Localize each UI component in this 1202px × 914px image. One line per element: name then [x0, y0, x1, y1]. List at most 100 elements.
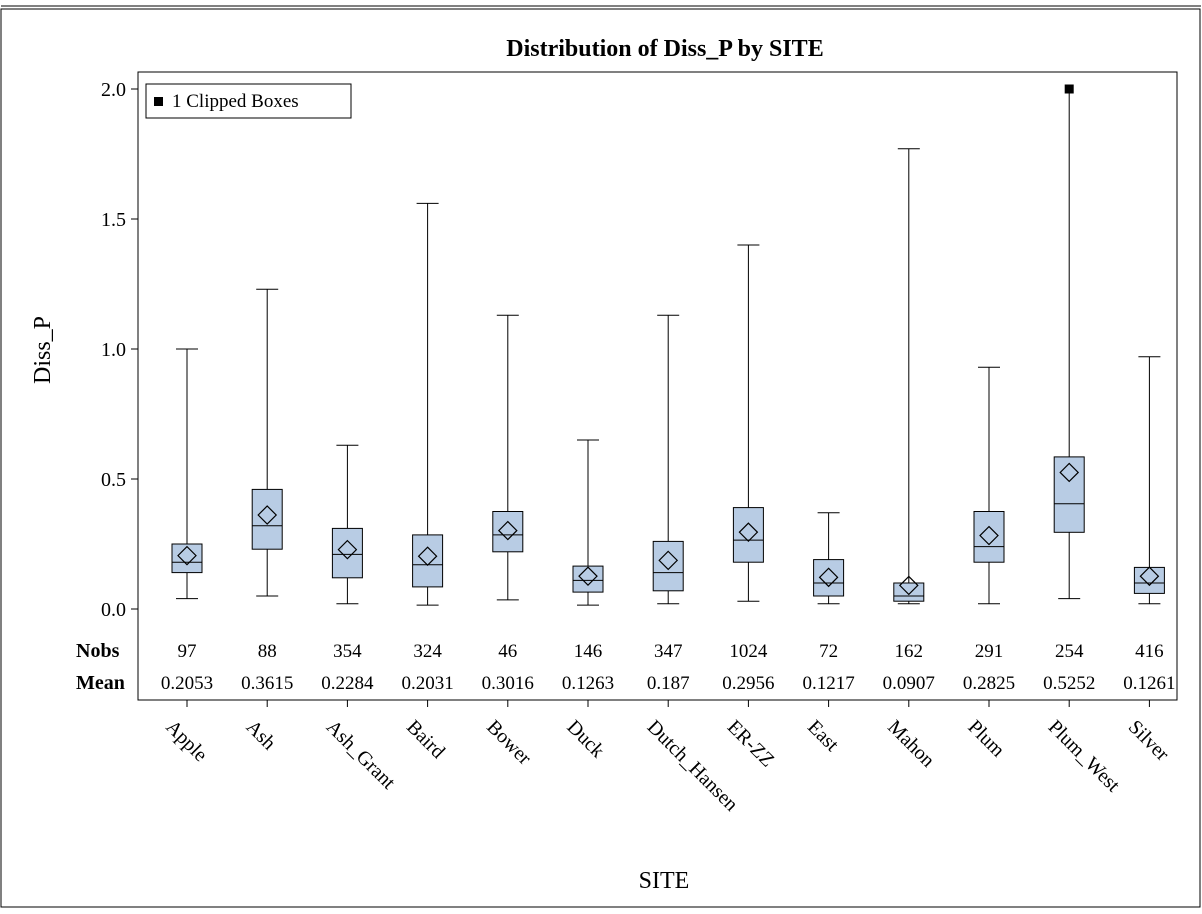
mean-marker [337, 539, 358, 560]
mean-value: 0.1263 [562, 673, 614, 694]
mean-marker [1139, 566, 1160, 587]
box-plum-west [1053, 84, 1085, 600]
iqr-box [171, 543, 203, 574]
mean-value: 0.2956 [722, 673, 774, 694]
nobs-value: 1024 [729, 641, 768, 662]
x-tick-label: Duck [562, 716, 608, 762]
x-tick-label: East [803, 716, 843, 756]
iqr-box [813, 559, 845, 597]
box-ash-grant [331, 444, 363, 605]
legend-clipped-marker [154, 97, 163, 106]
nobs-value: 88 [258, 641, 277, 662]
iqr-box [732, 507, 764, 563]
mean-value: 0.1217 [802, 673, 854, 694]
mean-value: 0.187 [647, 673, 690, 694]
box-ash [251, 288, 283, 597]
mean-row-label: Mean [76, 672, 125, 694]
clipped-marker [1064, 84, 1074, 94]
x-tick-label: Ash_Grant [322, 716, 400, 794]
iqr-box [412, 534, 444, 588]
nobs-value: 146 [574, 641, 603, 662]
nobs-value: 254 [1055, 641, 1084, 662]
nobs-value: 46 [498, 641, 517, 662]
y-tick-label: 2.0 [101, 79, 126, 101]
box-plum [973, 366, 1005, 605]
x-tick-label: Apple [161, 716, 211, 766]
mean-value: 0.5252 [1043, 673, 1095, 694]
x-tick-label: Silver [1124, 716, 1174, 766]
legend-label: 1 Clipped Boxes [172, 91, 299, 112]
chart-title: Distribution of Diss_P by SITE [506, 36, 823, 62]
box-duck [572, 439, 604, 606]
box-mahon [893, 148, 925, 605]
y-tick-label: 0.0 [101, 599, 126, 621]
nobs-value: 291 [975, 641, 1004, 662]
x-tick-label: Plum_West [1044, 716, 1125, 797]
box-bower [492, 314, 524, 601]
mean-marker [417, 546, 438, 567]
box-series [171, 84, 1165, 606]
iqr-box [331, 527, 363, 579]
y-tick-label: 1.0 [101, 339, 126, 361]
nobs-row-label: Nobs [76, 640, 120, 662]
mean-marker [497, 520, 518, 541]
outer-border [0, 8, 1201, 908]
mean-value: 0.3016 [482, 673, 534, 694]
mean-value: 0.1261 [1123, 673, 1175, 694]
box-east [813, 512, 845, 605]
y-axis-label: Diss_P [30, 316, 56, 384]
x-tick-label: ER-ZZ [723, 716, 779, 772]
mean-marker [1059, 462, 1080, 483]
mean-marker [578, 566, 598, 587]
legend: 1 Clipped Boxes [145, 83, 352, 119]
box-baird [412, 202, 444, 606]
iqr-box [973, 511, 1005, 563]
legend-box [145, 83, 352, 119]
mean-value: 0.0907 [883, 673, 935, 694]
mean-marker [979, 525, 999, 546]
x-axis-label: SITE [639, 868, 690, 894]
mean-marker [658, 550, 679, 571]
iqr-box [1133, 566, 1165, 594]
nobs-value: 162 [895, 641, 924, 662]
box-er-zz [732, 244, 764, 602]
iqr-box [251, 488, 283, 550]
mean-marker [177, 545, 197, 566]
nobs-value: 354 [333, 641, 362, 662]
x-tick-label: Baird [402, 716, 449, 763]
nobs-value: 72 [819, 641, 838, 662]
mean-value: 0.2825 [963, 673, 1015, 694]
nobs-value: 416 [1135, 641, 1164, 662]
iqr-box [572, 565, 604, 593]
y-tick-label: 1.5 [101, 209, 126, 231]
x-tick-label: Ash [242, 716, 280, 754]
nobs-value: 347 [654, 641, 683, 662]
mean-value: 0.2053 [161, 673, 213, 694]
x-tick-label: Mahon [883, 716, 939, 772]
y-axis: 0.0 0.5 1.0 1.5 2.0 [101, 79, 138, 621]
x-axis: Apple Ash Ash_Grant Baird Bower Duck Dutch_Han… [161, 700, 1173, 816]
y-tick-label: 0.5 [101, 469, 126, 491]
stats-table: 97 0.2053 88 0.3615 354 0.2284 324 0.2031 46 0.30… [161, 641, 1176, 694]
mean-value: 0.2031 [401, 673, 453, 694]
mean-marker [257, 505, 278, 525]
nobs-value: 97 [178, 641, 197, 662]
x-tick-label: Bower [482, 716, 535, 769]
nobs-value: 324 [413, 641, 442, 662]
iqr-box [893, 582, 925, 602]
box-dutch-hansen [652, 314, 684, 605]
box-apple [171, 348, 203, 600]
box-silver [1133, 356, 1165, 605]
mean-marker [738, 522, 759, 542]
mean-value: 0.3615 [241, 673, 293, 694]
mean-marker [898, 575, 919, 596]
iqr-box [1053, 456, 1085, 533]
mean-value: 0.2284 [321, 673, 374, 694]
x-tick-label: Plum [963, 716, 1009, 762]
mean-marker [818, 567, 839, 588]
iqr-box [652, 540, 684, 592]
iqr-box [492, 511, 524, 553]
plot-area [137, 71, 1178, 701]
